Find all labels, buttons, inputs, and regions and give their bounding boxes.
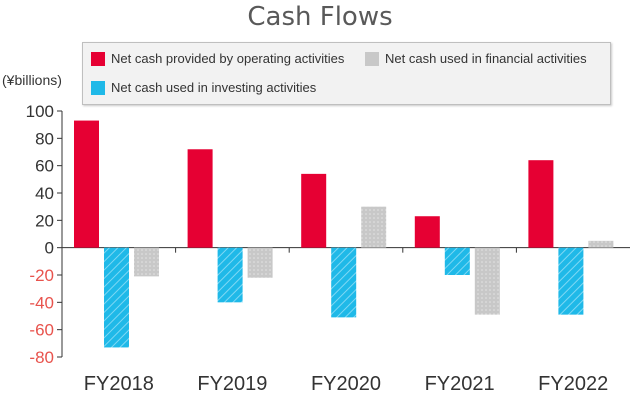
- legend-item-investing: Net cash used in investing activities: [91, 80, 316, 95]
- y-tick-label: -40: [29, 293, 54, 312]
- x-tick-label: FY2022: [538, 373, 608, 395]
- legend-item-operating: Net cash provided by operating activitie…: [91, 51, 344, 66]
- bar-financial: [361, 206, 387, 248]
- bar-investing: [217, 247, 243, 303]
- chart-title: Cash Flows: [247, 2, 393, 32]
- bar-financial: [247, 247, 273, 278]
- y-tick-label: 20: [35, 211, 54, 230]
- bar-operating: [528, 160, 554, 248]
- bar-operating: [414, 216, 440, 248]
- x-tick-label: FY2019: [197, 373, 267, 395]
- legend-swatch-financial: [365, 51, 379, 66]
- bar-financial: [134, 247, 159, 277]
- bar-investing: [558, 247, 584, 315]
- bar-investing: [331, 247, 357, 318]
- legend: Net cash provided by operating activitie…: [82, 42, 611, 105]
- y-tick-label: 40: [35, 184, 54, 203]
- x-tick-label: FY2020: [311, 373, 381, 395]
- y-tick-label: 100: [26, 102, 54, 121]
- bar-investing: [444, 247, 470, 275]
- y-tick-label: 60: [35, 157, 54, 176]
- legend-item-financial: Net cash used in financial activities: [365, 51, 587, 66]
- y-axis-unit-label: (¥billions): [2, 72, 62, 88]
- x-tick-label: FY2021: [425, 373, 495, 395]
- legend-label-investing: Net cash used in investing activities: [111, 80, 317, 95]
- legend-label-operating: Net cash provided by operating activitie…: [111, 51, 345, 66]
- bar-financial: [474, 247, 500, 315]
- y-tick-label: -60: [29, 321, 54, 340]
- legend-swatch-operating: [91, 51, 105, 66]
- bar-financial: [588, 240, 614, 248]
- bar-operating: [74, 120, 99, 248]
- bar-operating: [301, 173, 327, 248]
- y-tick-label: 80: [35, 129, 54, 148]
- y-tick-label: -80: [29, 348, 54, 367]
- legend-swatch-investing: [91, 80, 105, 95]
- bar-investing: [104, 247, 129, 348]
- y-tick-label: 0: [45, 239, 54, 258]
- x-tick-label: FY2018: [84, 373, 154, 395]
- bar-operating: [187, 149, 213, 248]
- legend-label-financial: Net cash used in financial activities: [385, 51, 587, 66]
- y-tick-label: -20: [29, 266, 54, 285]
